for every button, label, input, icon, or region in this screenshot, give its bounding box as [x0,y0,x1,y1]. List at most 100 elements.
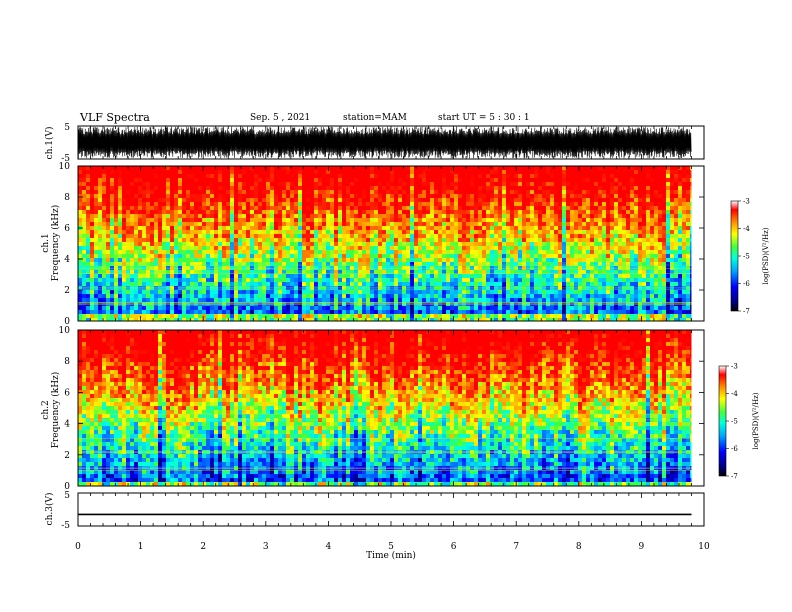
spectrogram-cell [110,290,114,294]
spectrogram-cell [398,194,402,198]
spectrogram-cell [530,298,534,302]
spectrogram-cell [534,302,538,306]
spectrogram-cell [130,230,134,234]
spectrogram-cell [446,294,450,298]
spectrogram-cell [562,282,566,286]
spectrogram-cell [254,206,258,210]
spectrogram-cell [318,314,322,318]
spectrogram-cell [286,186,290,190]
spectrogram-cell [422,306,426,310]
spectrogram-cell [562,302,566,306]
spectrogram-cell [358,202,362,206]
spectrogram-cell [406,298,410,302]
spectrogram-cell [166,254,170,258]
spectrogram-cell [382,314,386,318]
spectrogram-cell [122,246,126,250]
spectrogram-cell [90,298,94,302]
spectrogram-cell [214,226,218,230]
spectrogram-cell [446,266,450,270]
spectrogram-cell [442,226,446,230]
spectrogram-cell [506,194,510,198]
spectrogram-cell [558,214,562,218]
spectrogram-cell [98,250,102,254]
spectrogram-cell [358,194,362,198]
spectrogram-cell [134,302,138,306]
spectrogram-cell [402,218,406,222]
spectrogram-cell [466,270,470,274]
spectrogram-cell [318,190,322,194]
spectrogram-cell [510,170,514,174]
spectrogram-cell [294,170,298,174]
spectrogram-cell [242,186,246,190]
spectrogram-cell [338,222,342,226]
spectrogram-cell [526,226,530,230]
spectrogram-cell [502,226,506,230]
spectrogram-cell [450,238,454,242]
spectrogram-cell [278,278,282,282]
spectrogram-cell [186,166,190,170]
spectrogram-cell [418,246,422,250]
spectrogram-cell [110,238,114,242]
spectrogram-cell [546,306,550,310]
spectrogram-cell [498,278,502,282]
spectrogram-cell [102,182,106,186]
spectrogram-cell [354,226,358,230]
spectrogram-cell [250,210,254,214]
spectrogram-cell [102,298,106,302]
spectrogram-cell [238,298,242,302]
spectrogram-cell [498,262,502,266]
spectrogram-cell [362,206,366,210]
spectrogram-cell [382,278,386,282]
spectrogram-cell [182,178,186,182]
spectrogram-cell [274,246,278,250]
spectrogram-cell [438,314,442,318]
spectrogram-cell [246,198,250,202]
spectrogram-cell [174,262,178,266]
spectrogram-cell [162,190,166,194]
spectrogram-cell [310,266,314,270]
spectrogram-cell [486,314,490,318]
spectrogram-cell [570,250,574,254]
spectrogram-cell [278,294,282,298]
spectrogram-cell [454,182,458,186]
spectrogram-cell [338,274,342,278]
spectrogram-cell [238,246,242,250]
spectrogram-cell [178,194,182,198]
spectrogram-cell [302,310,306,314]
spectrogram-cell [230,222,234,226]
spectrogram-cell [454,290,458,294]
spectrogram-cell [274,226,278,230]
spectrogram-cell [126,202,130,206]
spectrogram-cell [98,214,102,218]
spectrogram-cell [286,254,290,258]
spectrogram-cell [470,198,474,202]
spectrogram-cell [386,282,390,286]
spectrogram-cell [518,190,522,194]
spectrogram-cell [202,298,206,302]
spectrogram-cell [310,166,314,170]
spectrogram-cell [226,254,230,258]
spectrogram-cell [142,310,146,314]
spectrogram-cell [446,234,450,238]
spectrogram-cell [142,194,146,198]
spectrogram-cell [82,262,86,266]
spectrogram-cell [170,246,174,250]
spectrogram-cell [90,166,94,170]
spectrogram-cell [174,194,178,198]
spectrogram-cell [274,234,278,238]
spectrogram-cell [562,226,566,230]
spectrogram-cell [554,190,558,194]
spectrogram-cell [498,194,502,198]
spectrogram-cell [422,302,426,306]
spectrogram-cell [346,206,350,210]
spectrogram-cell [542,170,546,174]
spectrogram-cell [202,186,206,190]
spectrogram-cell [334,222,338,226]
spectrogram-cell [266,282,270,286]
spectrogram-cell [310,274,314,278]
spectrogram-cell [302,282,306,286]
spectrogram-cell [442,262,446,266]
spectrogram-cell [570,186,574,190]
spectrogram-cell [454,198,458,202]
spectrogram-cell [142,290,146,294]
